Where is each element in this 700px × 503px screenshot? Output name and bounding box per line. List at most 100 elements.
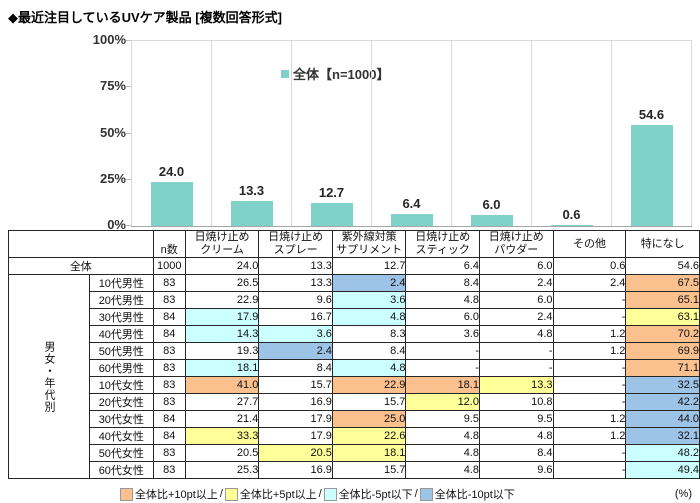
column-header-cell: 日焼け止め スプレー xyxy=(258,230,333,258)
y-axis-tick xyxy=(126,132,131,134)
column-header-cell: 日焼け止め スティック xyxy=(405,230,480,258)
chart-legend: 全体【n=1000】 xyxy=(281,64,389,83)
y-axis-tick-label: 50% xyxy=(99,124,126,140)
value-cell: 25.0 xyxy=(331,410,407,428)
value-cell: 48.2 xyxy=(625,444,700,462)
legend-separator: / xyxy=(219,488,223,500)
chart-bar xyxy=(310,202,353,226)
header-corner-cell xyxy=(8,230,154,258)
value-cell: 22.9 xyxy=(331,376,407,394)
table-row: 10代女性 83 41.0 15.7 22.9 18.1 13.3-32.5 xyxy=(9,376,700,394)
row-label-cell: 40代女性 xyxy=(89,427,154,445)
n-count-cell: 83 xyxy=(152,359,186,377)
value-cell: 20.5 xyxy=(184,444,260,462)
n-count-cell: 84 xyxy=(152,410,186,428)
row-label-cell: 10代男性 xyxy=(89,274,154,292)
value-cell: 3.6 xyxy=(258,325,333,343)
table-row: 60代女性 83 25.3 16.9 15.7 4.8 9.6-49.4 xyxy=(9,461,700,479)
value-cell: 3.6 xyxy=(405,325,480,343)
n-count-cell: 83 xyxy=(152,274,186,292)
value-cell: - xyxy=(405,359,480,377)
n-count-cell: 84 xyxy=(152,308,186,326)
value-cell: 15.7 xyxy=(331,393,407,411)
bar-value-label: 12.7 xyxy=(318,184,345,200)
chart-column-5: 6.0 xyxy=(452,41,532,226)
row-label-cell: 20代男性 xyxy=(89,291,154,309)
value-cell: 4.8 xyxy=(331,308,407,326)
n-count-cell: 83 xyxy=(152,461,186,479)
value-cell: 49.4 xyxy=(625,461,700,479)
column-header-cell: その他 xyxy=(552,230,627,258)
value-cell: 22.9 xyxy=(184,291,260,309)
value-cell: 6.4 xyxy=(405,257,480,275)
value-cell: 8.4 xyxy=(405,274,480,292)
y-axis-tick xyxy=(126,40,131,41)
value-cell: 42.2 xyxy=(625,393,700,411)
value-cell: 8.4 xyxy=(478,444,554,462)
value-cell: 27.7 xyxy=(184,393,260,411)
y-axis-tick xyxy=(126,178,131,180)
value-cell: 0.6 xyxy=(552,257,627,275)
chart-bar xyxy=(630,125,673,226)
value-cell: 65.1 xyxy=(625,291,700,309)
value-cell: 16.9 xyxy=(258,393,333,411)
value-cell: 2.4 xyxy=(331,274,407,292)
value-cell: 14.3 xyxy=(184,325,260,343)
y-axis-tick-label: 0% xyxy=(107,217,126,232)
chart-column-7: 54.6 xyxy=(612,41,692,226)
table-row: 50代男性 83 19.3 2.4 8.4- -1.2 69.9 xyxy=(9,342,700,360)
value-cell: 17.9 xyxy=(258,427,333,445)
n-count-header: n数 xyxy=(152,230,186,258)
value-cell: 6.0 xyxy=(405,308,480,326)
value-cell: 15.7 xyxy=(258,376,333,394)
value-cell: 18.1 xyxy=(405,376,480,394)
value-cell: 20.5 xyxy=(258,444,333,462)
value-cell: 71.1 xyxy=(625,359,700,377)
row-label-cell: 10代女性 xyxy=(89,376,154,394)
table-row: 30代男性 84 17.9 16.7 4.8 6.0 2.4-63.1 xyxy=(9,308,700,326)
value-cell: - xyxy=(552,461,627,479)
row-label-cell: 全体 xyxy=(8,257,154,275)
value-cell: 67.5 xyxy=(625,274,700,292)
value-cell: 1.2 xyxy=(552,325,627,343)
legend-separator: / xyxy=(414,488,418,500)
y-axis-tick xyxy=(126,86,131,88)
value-cell: 13.3 xyxy=(478,376,554,394)
row-label-cell: 20代女性 xyxy=(89,393,154,411)
value-cell: 63.1 xyxy=(625,308,700,326)
row-label-cell: 30代女性 xyxy=(89,410,154,428)
value-cell: 2.4 xyxy=(258,342,333,360)
chart-column-4: 6.4 xyxy=(372,41,452,226)
n-count-cell: 83 xyxy=(152,342,186,360)
value-cell: 12.0 xyxy=(405,393,480,411)
chart-column-6: 0.6 xyxy=(532,41,612,226)
bar-value-label: 6.4 xyxy=(402,196,421,212)
highlight-legend-label: 全体比+5pt以上 xyxy=(239,489,317,501)
chart-bar xyxy=(470,214,513,226)
highlight-swatch-m10 xyxy=(419,487,433,501)
y-axis-tick-label: 25% xyxy=(99,170,126,186)
n-count-cell: 83 xyxy=(152,376,186,394)
row-label-cell: 50代女性 xyxy=(89,444,154,462)
value-cell: 25.3 xyxy=(184,461,260,479)
value-cell: 1.2 xyxy=(552,427,627,445)
series-swatch-icon xyxy=(281,69,289,78)
value-cell: 4.8 xyxy=(331,359,407,377)
value-cell: 10.8 xyxy=(478,393,554,411)
table-header-row: n数 日焼け止め クリーム 日焼け止め スプレー 紫外線対策 サプリメント 日焼け止め… xyxy=(8,230,700,258)
value-cell: - xyxy=(552,393,627,411)
column-header-cell: 日焼け止め パウダー xyxy=(478,230,554,258)
value-cell: 41.0 xyxy=(184,376,260,394)
value-cell: 9.6 xyxy=(478,461,554,479)
value-cell: 9.5 xyxy=(405,410,480,428)
value-cell: 6.0 xyxy=(478,257,554,275)
value-cell: 2.4 xyxy=(552,274,627,292)
value-cell: 32.1 xyxy=(625,427,700,445)
value-cell: 70.2 xyxy=(625,325,700,343)
series-legend-label: 全体【n=1000】 xyxy=(293,67,390,82)
n-count-cell: 1000 xyxy=(152,257,186,275)
highlight-legend-label: 全体比-10pt以下 xyxy=(434,489,515,501)
table-row: 40代男性 84 14.3 3.6 8.3 3.6 4.8 1.2 70.2 xyxy=(9,325,700,343)
value-cell: 8.4 xyxy=(331,342,407,360)
table-row: 20代女性 83 27.7 16.9 15.7 12.0 10.8-42.2 xyxy=(9,393,700,411)
